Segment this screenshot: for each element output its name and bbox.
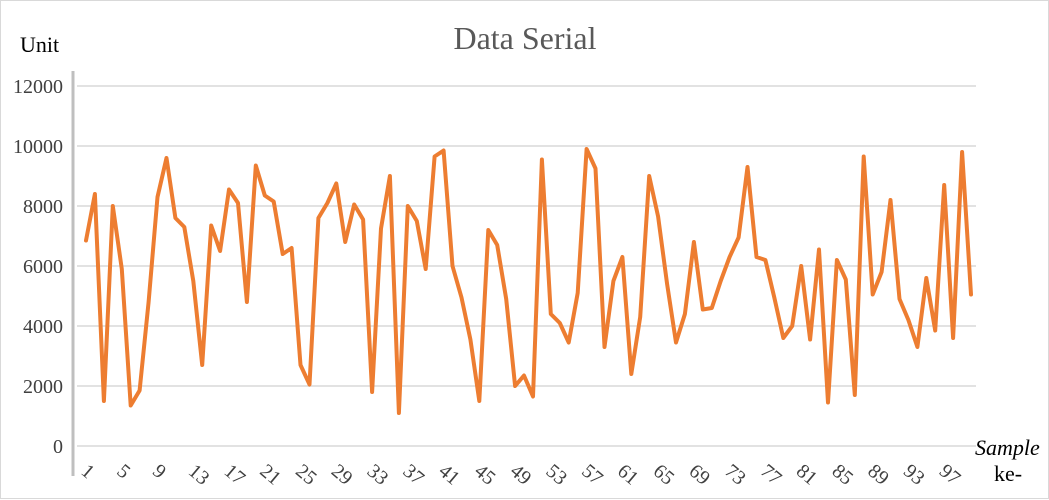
x-tick-label: 57 bbox=[577, 460, 606, 490]
y-tick-label: 6000 bbox=[23, 256, 63, 278]
x-tick-label: 1 bbox=[77, 460, 99, 483]
x-tick-label: 97 bbox=[935, 460, 964, 490]
x-tick-label: 49 bbox=[506, 460, 535, 490]
x-tick-label: 81 bbox=[792, 460, 821, 490]
x-tick-label: 65 bbox=[649, 460, 678, 490]
x-tick-label: 21 bbox=[256, 460, 285, 490]
x-tick-label: 9 bbox=[148, 460, 170, 483]
x-tick-label: 37 bbox=[399, 460, 428, 490]
x-tick-label: 25 bbox=[291, 460, 320, 490]
y-axis-tick-labels: 0 2000 4000 6000 8000 10000 12000 bbox=[13, 76, 63, 458]
x-tick-label: 77 bbox=[756, 460, 785, 490]
x-tick-label: 41 bbox=[434, 460, 463, 490]
x-tick-label: 89 bbox=[863, 460, 892, 490]
x-tick-label: 33 bbox=[363, 460, 392, 490]
x-tick-label: 17 bbox=[220, 460, 249, 490]
x-tick-label: 69 bbox=[685, 460, 714, 490]
x-tick-label: 29 bbox=[327, 460, 356, 490]
x-axis-label: Sample bbox=[975, 435, 1040, 460]
x-tick-label: 5 bbox=[113, 460, 135, 483]
x-axis-tick-labels: 1 5 9 13 17 21 25 29 33 37 41 45 49 53 57 61 65 69 73 77 81 8… bbox=[77, 460, 965, 490]
x-tick-label: 45 bbox=[470, 460, 499, 490]
x-tick-label: 13 bbox=[184, 460, 213, 490]
chart-title: Data Serial bbox=[453, 20, 596, 56]
y-tick-label: 8000 bbox=[23, 196, 63, 218]
x-tick-label: 85 bbox=[828, 460, 857, 490]
y-tick-label: 2000 bbox=[23, 376, 63, 398]
y-tick-label: 10000 bbox=[13, 136, 63, 158]
y-tick-label: 4000 bbox=[23, 316, 63, 338]
x-axis-label-suffix: ke- bbox=[994, 461, 1022, 486]
series-layer bbox=[84, 147, 973, 415]
y-tick-label: 0 bbox=[53, 436, 63, 458]
y-tick-label: 12000 bbox=[13, 76, 63, 98]
y-axis-label: Unit bbox=[20, 32, 59, 57]
x-tick-label: 61 bbox=[613, 460, 642, 490]
x-tick-label: 93 bbox=[899, 460, 928, 490]
series-line bbox=[84, 147, 973, 415]
x-tick-label: 73 bbox=[720, 460, 749, 490]
x-tick-label: 53 bbox=[542, 460, 571, 490]
